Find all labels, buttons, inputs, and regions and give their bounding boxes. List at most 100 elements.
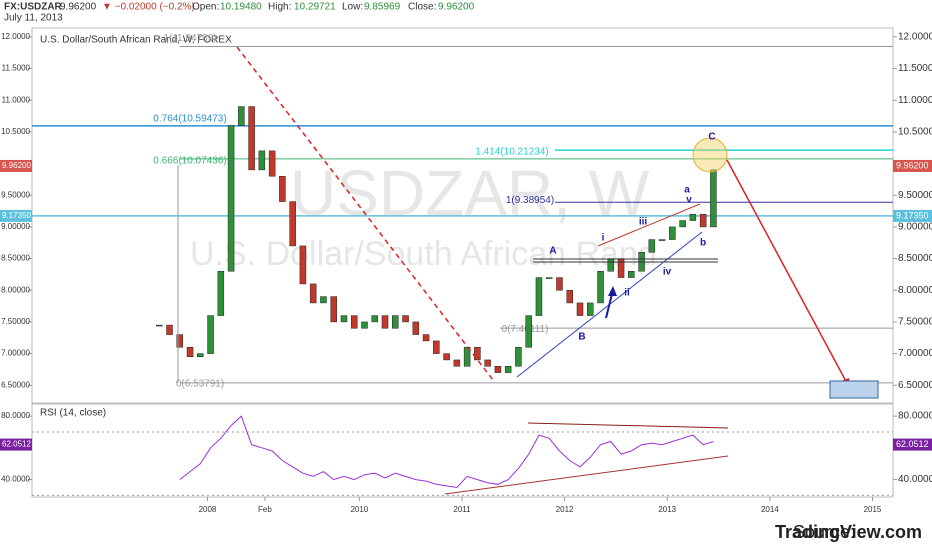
- rsi-label: 62.0512: [2, 440, 31, 449]
- y-tick-label: 6.50000: [1, 380, 30, 389]
- candle: [443, 353, 450, 361]
- candle: [669, 226, 676, 240]
- candle: [238, 106, 245, 126]
- candle: [289, 201, 296, 247]
- low-label: Low:: [342, 2, 363, 13]
- price-label: 9.96200: [2, 161, 31, 170]
- high-label: High:: [268, 2, 291, 13]
- candle: [197, 353, 204, 358]
- y-tick-label: 12.0000: [1, 32, 30, 41]
- y-tick-label: 8.00000: [898, 285, 932, 296]
- y-tick-label: 40.0000: [898, 474, 932, 485]
- candle: [484, 359, 491, 367]
- y-tick-label: 9.50000: [1, 190, 30, 199]
- y-tick-label: 10.5000: [898, 127, 932, 138]
- y-tick-label: 7.00000: [1, 349, 30, 358]
- watermark: USDZAR, W: [290, 157, 650, 229]
- chart-title: U.S. Dollar/South African Rand, W, FOREX: [40, 35, 232, 46]
- candle: [381, 315, 389, 329]
- candle: [248, 106, 255, 171]
- candle: [699, 213, 707, 228]
- last-price: 9.96200: [60, 2, 97, 13]
- candle: [217, 270, 225, 316]
- fib-label: 0(7.40111): [502, 324, 549, 335]
- candle: [504, 366, 512, 373]
- rsi-title: RSI (14, close): [40, 408, 106, 419]
- rsi-trend-line: [444, 455, 729, 495]
- rsi-trend-line: [527, 422, 729, 429]
- y-tick-label: 7.50000: [898, 317, 932, 328]
- price-label-box: [893, 209, 932, 222]
- y-tick-label: 9.00000: [898, 222, 932, 233]
- candle: [207, 315, 214, 354]
- rsi-label: 62.0512: [896, 439, 929, 449]
- wave-label: v: [686, 195, 692, 206]
- candle: [658, 239, 666, 241]
- candle: [474, 347, 481, 361]
- open-label: Open:: [192, 2, 219, 13]
- target-circle: [692, 137, 728, 173]
- wave-label: A: [549, 246, 556, 257]
- y-tick-label: 8.50000: [898, 253, 932, 264]
- channel-line: [597, 203, 701, 247]
- close-label: Close:: [408, 2, 436, 13]
- candle: [176, 334, 184, 348]
- x-tick-label: 2015: [864, 505, 882, 514]
- candle: [186, 347, 194, 358]
- candle: [402, 315, 409, 323]
- candle: [525, 315, 532, 348]
- x-tick-label: 2014: [761, 505, 779, 514]
- candle: [412, 321, 420, 335]
- source-label: Source:: [793, 522, 855, 542]
- candle: [299, 245, 307, 285]
- wave-label: C: [708, 132, 715, 143]
- symbol: FX:USDZAR: [4, 2, 63, 13]
- candle: [535, 277, 543, 316]
- low: 9.85969: [364, 2, 401, 13]
- candle: [350, 315, 358, 329]
- candle: [545, 277, 553, 279]
- fib-label: 1(11.84789): [163, 33, 216, 44]
- rsi-label-box: [893, 438, 932, 451]
- candle: [309, 283, 317, 304]
- candle: [710, 169, 717, 228]
- candle: [166, 324, 173, 335]
- rsi-label-box: [0, 438, 32, 451]
- y-tick-label: 8.00000: [1, 285, 30, 294]
- y-tick-label: 11.5000: [898, 63, 932, 74]
- candle: [392, 315, 399, 329]
- candle: [648, 239, 656, 253]
- y-tick-label: 12.0000: [898, 32, 932, 43]
- rsi-line: [179, 415, 714, 489]
- candle: [330, 296, 337, 323]
- candle: [587, 302, 594, 316]
- x-tick-label: 2013: [658, 505, 676, 514]
- fib-label: 0.666(10.07436): [153, 155, 226, 166]
- candle: [494, 366, 502, 373]
- y-tick-label: 10.5000: [1, 127, 30, 136]
- x-tick-label: Feb: [258, 505, 272, 514]
- y-tick-label: 40.0000: [1, 475, 30, 484]
- fib-label: 0.764(10.59473): [153, 114, 226, 125]
- open: 10.19480: [220, 2, 262, 13]
- candle: [628, 270, 635, 278]
- fib-label: 1.414(10.21234): [475, 147, 548, 158]
- price-label-box: [893, 159, 932, 172]
- candle: [617, 258, 625, 278]
- decline-line: [236, 46, 494, 381]
- y-tick-label: 80.0000: [898, 411, 932, 422]
- candle: [607, 258, 615, 272]
- source: TradingView.com: [775, 522, 922, 542]
- fib-label: 0(6.53791): [176, 379, 224, 390]
- y-tick-label: 11.5000: [2, 64, 31, 73]
- y-tick-label: 11.0000: [2, 95, 31, 104]
- candle: [597, 270, 604, 304]
- candle: [340, 315, 348, 323]
- candle: [433, 340, 440, 354]
- close: 9.96200: [438, 2, 475, 13]
- candle: [453, 359, 461, 367]
- high: 10.29721: [294, 2, 336, 13]
- candle: [268, 150, 276, 177]
- candle: [227, 125, 235, 272]
